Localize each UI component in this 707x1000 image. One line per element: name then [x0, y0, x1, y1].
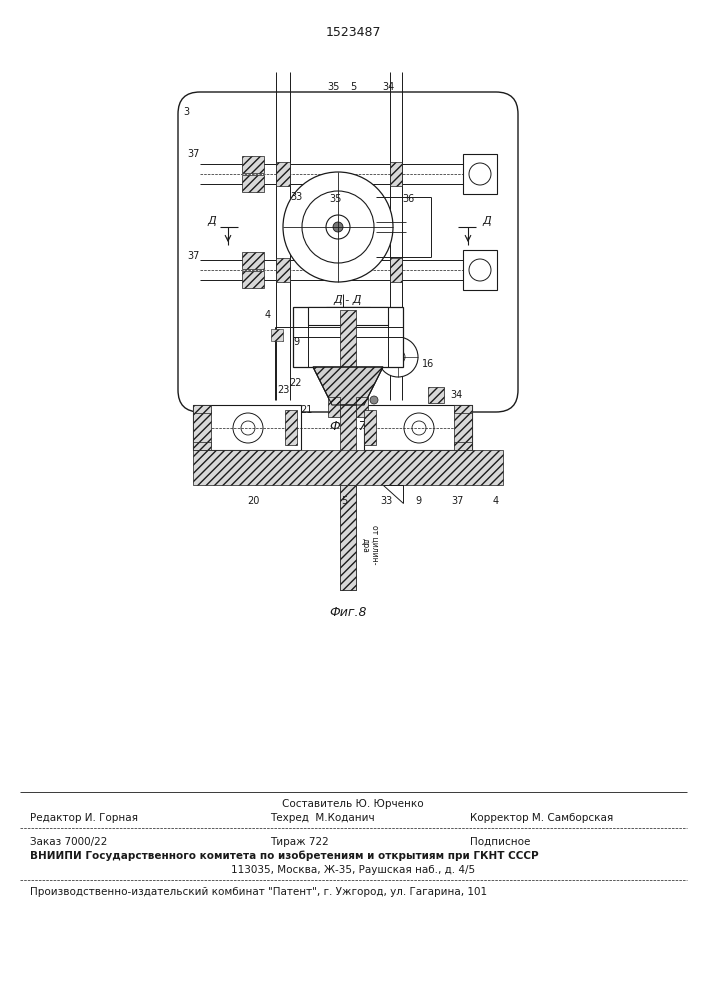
Text: ВНИИПИ Государственного комитета по изобретениям и открытиям при ГКНТ СССР: ВНИИПИ Государственного комитета по изоб…	[30, 851, 539, 861]
Text: Подписное: Подписное	[470, 837, 530, 847]
Bar	[463, 250, 497, 290]
Text: 34: 34	[382, 82, 394, 92]
Circle shape	[469, 259, 491, 281]
Text: Д - Д: Д - Д	[334, 295, 362, 305]
Bar	[328, 397, 340, 417]
Text: 35: 35	[329, 194, 342, 204]
Bar	[193, 410, 211, 445]
Text: Тираж 722: Тираж 722	[270, 837, 329, 847]
Text: 33: 33	[380, 496, 392, 506]
Text: Д: Д	[207, 216, 216, 226]
Circle shape	[333, 222, 343, 232]
Text: Редактор И. Горная: Редактор И. Горная	[30, 813, 138, 823]
Text: 9: 9	[293, 337, 299, 347]
Text: 23: 23	[277, 385, 289, 395]
Text: 37: 37	[187, 251, 200, 261]
Circle shape	[469, 163, 491, 185]
Circle shape	[283, 172, 393, 282]
Circle shape	[302, 191, 374, 263]
Bar	[356, 397, 368, 417]
Polygon shape	[313, 367, 383, 405]
Text: Производственно-издательский комбинат "Патент", г. Ужгород, ул. Гагарина, 101: Производственно-издательский комбинат "П…	[30, 887, 487, 897]
Text: 21: 21	[300, 405, 312, 415]
Text: 33: 33	[290, 192, 302, 202]
Bar	[193, 450, 503, 485]
Text: 5: 5	[350, 82, 356, 92]
Text: 1523487: 1523487	[325, 26, 381, 39]
Text: 4: 4	[493, 496, 499, 506]
Bar	[340, 310, 356, 590]
Bar	[454, 405, 472, 413]
Text: Техред  М.Коданич: Техред М.Коданич	[270, 813, 375, 823]
Text: Корректор М. Самборская: Корректор М. Самборская	[470, 813, 613, 823]
Text: 36: 36	[402, 194, 414, 204]
Bar	[285, 410, 297, 445]
Bar	[293, 307, 403, 367]
Text: 22: 22	[290, 378, 303, 388]
Text: Д: Д	[482, 216, 491, 226]
Bar	[193, 442, 211, 450]
Circle shape	[412, 421, 426, 435]
Text: 37: 37	[187, 149, 200, 159]
Bar	[271, 329, 283, 341]
Circle shape	[233, 413, 263, 443]
Text: 16: 16	[422, 359, 434, 369]
Bar	[454, 442, 472, 450]
Text: 35: 35	[327, 82, 339, 92]
Text: Заказ 7000/22: Заказ 7000/22	[30, 837, 107, 847]
Bar	[364, 405, 472, 450]
Circle shape	[326, 215, 350, 239]
Bar	[428, 387, 444, 403]
Bar	[454, 410, 472, 445]
Text: 113035, Москва, Ж-35, Раушская наб., д. 4/5: 113035, Москва, Ж-35, Раушская наб., д. …	[231, 865, 475, 875]
Text: Составитель Ю. Юрченко: Составитель Ю. Юрченко	[282, 799, 423, 809]
Bar	[340, 485, 356, 590]
Bar	[193, 405, 301, 450]
Bar	[276, 258, 290, 282]
Circle shape	[391, 350, 405, 364]
Bar	[364, 410, 376, 445]
Circle shape	[378, 337, 418, 377]
FancyBboxPatch shape	[178, 92, 518, 412]
Circle shape	[370, 396, 378, 404]
Bar	[308, 307, 388, 325]
Text: Фиг.8: Фиг.8	[329, 606, 367, 619]
Text: 34: 34	[450, 390, 462, 400]
Text: 9: 9	[415, 496, 421, 506]
Bar	[242, 156, 264, 173]
Circle shape	[241, 421, 255, 435]
Bar	[390, 162, 402, 186]
Circle shape	[370, 409, 378, 417]
Bar	[390, 258, 402, 282]
Text: 4: 4	[330, 385, 336, 395]
Bar	[193, 405, 211, 413]
Bar	[210, 455, 484, 480]
Bar	[276, 162, 290, 186]
Text: 4: 4	[265, 310, 271, 320]
Text: 5: 5	[341, 496, 347, 506]
Text: 37: 37	[452, 496, 464, 506]
Bar	[463, 154, 497, 194]
Circle shape	[404, 413, 434, 443]
Bar	[242, 175, 264, 192]
Text: 20: 20	[247, 496, 259, 506]
Text: 3: 3	[183, 107, 189, 117]
Bar	[242, 252, 264, 269]
Polygon shape	[383, 485, 403, 503]
Text: Фиг.7: Фиг.7	[329, 420, 367, 434]
Bar	[242, 271, 264, 288]
Text: от цилин-
дра: от цилин- дра	[361, 525, 380, 565]
